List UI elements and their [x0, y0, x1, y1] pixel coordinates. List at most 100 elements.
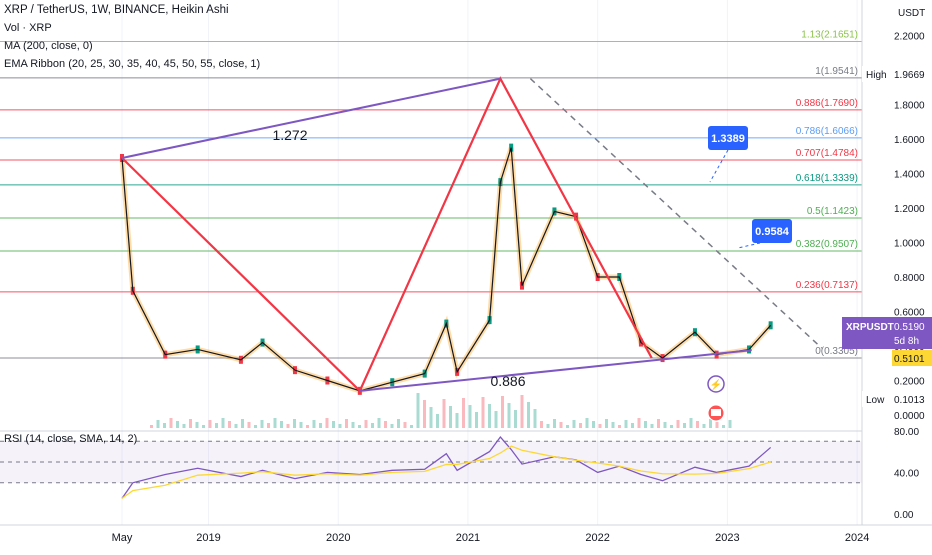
icon-glyph: ⚡ — [710, 378, 722, 391]
last-price-badge: XRPUSDT 0.5190 5d 8h — [842, 317, 932, 349]
volume-bar — [572, 420, 576, 428]
rsi-axis-tick: 40.00 — [894, 468, 919, 479]
fib-label: 0(0.3305) — [815, 346, 858, 357]
last-price-value: 0.5190 — [894, 322, 925, 333]
badge-value-bg — [892, 66, 932, 82]
target-callout-2: 0.9584 — [752, 219, 792, 243]
volume-bar — [208, 420, 212, 428]
rsi-legend: RSI (14, close, SMA, 14, 2) — [4, 433, 138, 445]
fib-label: 0.786(1.6066) — [796, 126, 858, 137]
high-badge: High 1.9669 — [862, 66, 932, 82]
price-axis-tick: 0.0000 — [894, 411, 925, 422]
target-leader-2 — [737, 242, 761, 249]
volume-bar — [715, 422, 719, 428]
volume-bar — [384, 421, 387, 428]
price-axis-tick: 1.0000 — [894, 239, 925, 250]
volume-bar — [644, 421, 647, 428]
volume-bar — [325, 418, 329, 428]
volume-bar — [254, 425, 257, 428]
volume-bar — [514, 410, 517, 428]
badge-value-bg — [892, 350, 932, 366]
ma-legend: MA (200, close, 0) — [4, 40, 93, 52]
volume-bar — [533, 409, 537, 428]
volume-bar — [416, 393, 420, 428]
volume-bar — [657, 419, 660, 428]
volume-bar — [273, 418, 277, 428]
price-axis-unit: USDT — [898, 8, 925, 19]
price-axis-tick: 1.6000 — [894, 135, 925, 146]
low-badge: Low 0.1013 — [862, 391, 932, 407]
volume-bar — [403, 422, 407, 428]
volume-bar — [182, 424, 186, 428]
badge-label-bg — [862, 66, 892, 82]
price-axis-tick: 0.6000 — [894, 308, 925, 319]
callout-box — [708, 126, 748, 150]
flag-icon — [707, 404, 725, 422]
volume-bar — [585, 418, 589, 428]
volume-bar — [442, 399, 446, 428]
lightning-icon: ⚡ — [707, 375, 725, 393]
price-axis-tick: 2.2000 — [894, 32, 925, 43]
volume-bar — [501, 396, 504, 428]
volume-bar — [423, 400, 426, 428]
volume-bar — [260, 420, 264, 428]
badge-value: 1.9669 — [894, 70, 925, 81]
volume-bar — [488, 404, 491, 428]
price-axis-tick: 1.8000 — [894, 101, 925, 112]
time-axis-tick: 2022 — [585, 532, 609, 544]
fib-label: 0.618(1.3339) — [796, 173, 858, 184]
pattern-ratio-line-bottom — [359, 349, 752, 392]
volume-bar — [286, 424, 290, 428]
badge-value-bg — [892, 391, 932, 407]
volume-bar — [624, 420, 628, 428]
volume-bar — [332, 421, 335, 428]
volume-bar — [605, 419, 608, 428]
rsi-axis-tick: 0.00 — [894, 510, 914, 521]
volume-bar — [410, 425, 413, 428]
time-axis-tick: 2020 — [326, 532, 350, 544]
volume-bar — [592, 421, 595, 428]
volume-bar — [566, 425, 569, 428]
volume-bar — [670, 425, 673, 428]
volume-bar — [579, 423, 582, 428]
countdown-label: 5d 8h — [894, 336, 919, 347]
fib-label: 1(1.9541) — [815, 66, 858, 77]
symbol-label: XRPUSDT — [846, 322, 894, 333]
volume-bar — [299, 422, 303, 428]
callout-label: 1.3389 — [711, 133, 745, 145]
time-axis-tick: May — [112, 532, 133, 544]
volume-bar — [163, 423, 166, 428]
volume-bar — [397, 419, 400, 428]
volume-bar — [696, 421, 699, 428]
volume-bars — [150, 393, 732, 428]
volume-bar — [202, 425, 205, 428]
volume-bar — [150, 425, 153, 428]
volume-bar — [247, 422, 251, 428]
volume-bar — [312, 420, 316, 428]
volume-bar — [494, 411, 498, 428]
icon-flag — [711, 409, 721, 416]
volume-bar — [156, 420, 160, 428]
price-axis-tick: 0.2000 — [894, 377, 925, 388]
volume-bar — [702, 424, 706, 428]
volume-bar — [520, 395, 524, 428]
rsi-axis-tick: 80.00 — [894, 427, 919, 438]
ratio-top-label: 1.272 — [272, 127, 307, 143]
volume-bar — [683, 423, 686, 428]
volume-bar — [195, 422, 199, 428]
volume-bar — [709, 419, 712, 428]
volume-bar — [293, 419, 296, 428]
volume-bar — [559, 422, 563, 428]
fib-label: 1.13(2.1651) — [801, 30, 858, 41]
volume-bar — [241, 419, 244, 428]
badge-value: 0.5101 — [894, 354, 925, 365]
trend-dashed-line — [529, 78, 823, 349]
fib-label: 0.236(0.7137) — [796, 280, 858, 291]
volume-bar — [507, 403, 511, 428]
volume-bar — [631, 423, 634, 428]
chart-title: XRP / TetherUS, 1W, BINANCE, Heikin Ashi — [4, 4, 229, 16]
volume-bar — [553, 419, 556, 428]
time-axis-tick: 2024 — [845, 532, 869, 544]
